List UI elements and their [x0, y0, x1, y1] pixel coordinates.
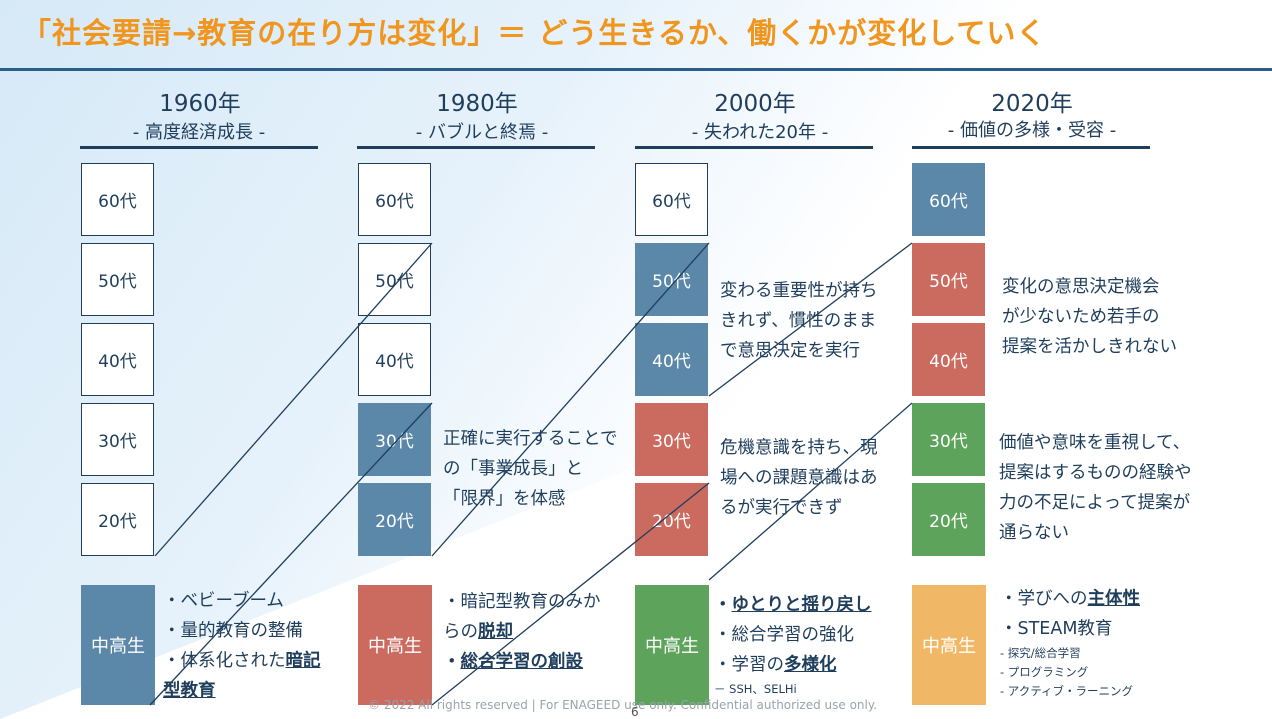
- age-box-2000-20s: 20代: [635, 483, 708, 556]
- age-box-2020-60s: 60代: [912, 163, 985, 236]
- age-box-1960-60s: 60代: [81, 163, 154, 236]
- desc-2020-30s: 価値や意味を重視して、 提案はするものの経験や 力の不足によって提案が 通らない: [999, 428, 1249, 548]
- age-box-1960-20s: 20代: [81, 483, 154, 556]
- age-box-1960-50s: 50代: [81, 243, 154, 316]
- desc-line: 危機意識を持ち、現: [720, 433, 900, 463]
- bullets-2000: ・ゆとりと揺り戻し ・総合学習の強化 ・学習の多様化 － SSH、SELHi: [714, 590, 872, 699]
- slide-title: 「社会要請→教育の在り方は変化」＝ どう生きるか、働くかが変化していく: [22, 10, 1262, 52]
- desc-line: 正確に実行することでの「事業成長」と: [443, 424, 623, 484]
- bullet-subitem: - 探究/総合学習: [1000, 644, 1140, 663]
- bullet-item: ・体系化された暗記: [163, 646, 321, 676]
- era-1980-rule: [357, 146, 595, 149]
- bullet-subitem: － SSH、SELHi: [714, 680, 872, 699]
- era-2020-rule: [912, 146, 1150, 149]
- bullet-text: ・: [714, 595, 732, 615]
- title-underline: [0, 68, 1272, 71]
- era-2020-subtitle: - 価値の多様・受容 -: [902, 116, 1162, 142]
- age-box-1980-30s: 30代: [358, 403, 431, 476]
- bullets-1980: ・暗記型教育のみか らの脱却 ・総合学習の創設: [443, 587, 601, 677]
- desc-line: るが実行できず: [720, 493, 900, 523]
- desc-line: 「限界」を体感: [443, 484, 623, 514]
- desc-2000-50s: 変わる重要性が持ち きれず、慣性のまま で意思決定を実行: [720, 276, 900, 366]
- age-box-2000-60s: 60代: [635, 163, 708, 236]
- bullet-item: ・ゆとりと揺り戻し: [714, 590, 872, 620]
- highschool-box-1980: 中高生: [358, 585, 432, 705]
- desc-line: 力の不足によって提案が: [999, 488, 1249, 518]
- bullet-item: らの脱却: [443, 617, 601, 647]
- bullet-text: らの: [443, 622, 478, 642]
- desc-line: 変わる重要性が持ち: [720, 276, 900, 306]
- bullet-emphasis: 主体性: [1088, 589, 1141, 609]
- highschool-box-2000: 中高生: [635, 585, 709, 705]
- bullet-subitem: - アクティブ・ラーニング: [1000, 682, 1140, 701]
- era-1960-year: 1960年: [80, 84, 320, 118]
- bullet-emphasis: 型教育: [163, 681, 216, 701]
- era-2000-rule: [635, 146, 873, 149]
- copyright-footer: © 2022 All rights reserved | For ENAGEED…: [368, 698, 877, 712]
- bullets-2020: ・学びへの主体性 ・STEAM教育 - 探究/総合学習 - プログラミング - …: [1000, 584, 1140, 701]
- age-box-1980-50s: 50代: [358, 243, 431, 316]
- highschool-box-2020: 中高生: [912, 585, 986, 705]
- desc-line: 価値や意味を重視して、: [999, 428, 1249, 458]
- era-1960-subtitle: - 高度経済成長 -: [69, 118, 329, 144]
- highschool-box-1960: 中高生: [81, 585, 155, 705]
- desc-line: きれず、慣性のまま: [720, 306, 900, 336]
- age-box-2020-40s: 40代: [912, 323, 985, 396]
- bullet-emphasis: 暗記: [286, 651, 321, 671]
- age-box-2020-20s: 20代: [912, 483, 985, 556]
- desc-2000-30s: 危機意識を持ち、現 場への課題意識はあ るが実行できず: [720, 433, 900, 523]
- bullet-text: ・体系化された: [163, 651, 286, 671]
- desc-line: 場への課題意識はあ: [720, 463, 900, 493]
- era-2000-subtitle: - 失われた20年 -: [630, 118, 890, 144]
- bullet-subitem: - プログラミング: [1000, 663, 1140, 682]
- bullet-item: ・学びへの主体性: [1000, 584, 1140, 614]
- bullet-emphasis: 総合学習の創設: [461, 652, 584, 672]
- age-box-1960-40s: 40代: [81, 323, 154, 396]
- bullet-item: ・総合学習の強化: [714, 620, 872, 650]
- age-box-2020-30s: 30代: [912, 403, 985, 476]
- desc-line: が少ないため若手の: [1002, 302, 1232, 332]
- age-box-1980-40s: 40代: [358, 323, 431, 396]
- bullet-emphasis: ゆとりと揺り戻し: [732, 595, 872, 615]
- desc-line: 提案を活かしきれない: [1002, 332, 1232, 362]
- bullet-text: ・学習の: [714, 655, 784, 675]
- desc-2020-50s: 変化の意思決定機会 が少ないため若手の 提案を活かしきれない: [1002, 272, 1232, 362]
- age-box-2000-40s: 40代: [635, 323, 708, 396]
- desc-line: 提案はするものの経験や: [999, 458, 1249, 488]
- bullet-item: ・STEAM教育: [1000, 614, 1140, 644]
- bullets-1960: ・ベビーブーム ・量的教育の整備 ・体系化された暗記 型教育: [163, 586, 321, 706]
- era-1960-rule: [80, 146, 318, 149]
- bullet-item: ・総合学習の創設: [443, 647, 601, 677]
- desc-line: 通らない: [999, 518, 1249, 548]
- bullet-text: ・学びへの: [1000, 589, 1088, 609]
- bullet-item: 型教育: [163, 676, 321, 706]
- era-1980-subtitle: - バブルと終焉 -: [352, 118, 612, 144]
- bullet-item: ・暗記型教育のみか: [443, 587, 601, 617]
- page-number: 6: [631, 705, 639, 719]
- bullet-emphasis: 多様化: [784, 655, 837, 675]
- bullet-item: ・量的教育の整備: [163, 616, 321, 646]
- desc-line: 変化の意思決定機会: [1002, 272, 1232, 302]
- age-box-2020-50s: 50代: [912, 243, 985, 316]
- desc-line: で意思決定を実行: [720, 336, 900, 366]
- bullet-emphasis: 脱却: [478, 622, 513, 642]
- desc-1980-30s: 正確に実行することでの「事業成長」と 「限界」を体感: [443, 424, 623, 514]
- age-box-1980-60s: 60代: [358, 163, 431, 236]
- age-box-1960-30s: 30代: [81, 403, 154, 476]
- age-box-2000-50s: 50代: [635, 243, 708, 316]
- age-box-2000-30s: 30代: [635, 403, 708, 476]
- era-2000-year: 2000年: [635, 84, 875, 118]
- era-2020-year: 2020年: [912, 84, 1152, 118]
- bullet-item: ・学習の多様化: [714, 650, 872, 680]
- bullet-item: ・ベビーブーム: [163, 586, 321, 616]
- age-box-1980-20s: 20代: [358, 483, 431, 556]
- era-1980-year: 1980年: [357, 84, 597, 118]
- bullet-text: ・: [443, 652, 461, 672]
